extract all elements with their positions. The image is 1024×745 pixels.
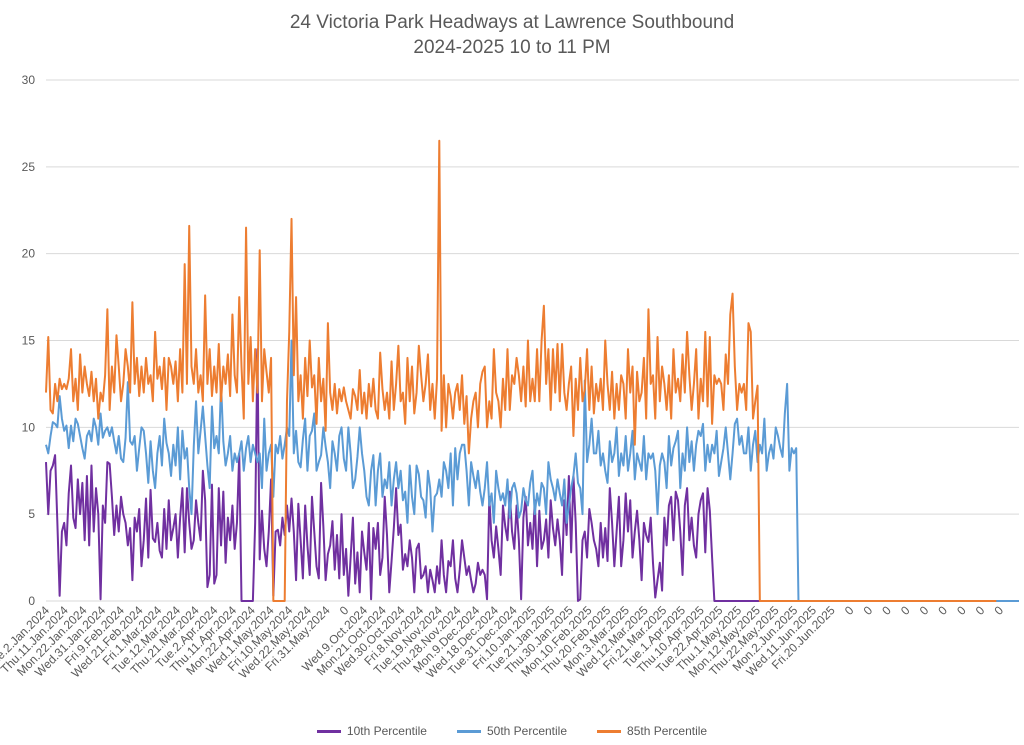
chart-title: 24 Victoria Park Headways at Lawrence So…	[289, 12, 735, 33]
legend-label: 10th Percentile	[346, 724, 427, 738]
x-tick-label: 0	[898, 603, 913, 618]
y-tick-label: 15	[22, 334, 36, 348]
chart-legend: 10th Percentile 50th Percentile 85th Perce…	[0, 724, 1024, 738]
y-tick-label: 10	[22, 420, 36, 434]
x-tick-label: 0	[973, 603, 988, 618]
x-tick-label: 0	[935, 603, 950, 618]
legend-swatch	[316, 729, 341, 733]
y-tick-label: 25	[22, 160, 36, 174]
x-tick-label: 0	[861, 603, 876, 618]
x-tick-label: 0	[879, 603, 894, 618]
y-tick-label: 5	[28, 507, 35, 521]
x-tick-label: 0	[842, 603, 857, 618]
legend-item: 50th Percentile	[456, 724, 568, 738]
chart-subtitle: 2024-2025 10 to 11 PM	[413, 37, 611, 58]
legend-label: 85th Percentile	[627, 724, 708, 738]
x-tick-label: 0	[991, 603, 1006, 618]
series-line-2	[45, 139, 997, 602]
legend-swatch	[456, 729, 481, 733]
x-tick-label: 0	[917, 603, 932, 618]
y-tick-label: 20	[22, 247, 36, 261]
y-tick-label: 30	[22, 73, 36, 87]
y-tick-label: 0	[28, 594, 35, 608]
legend-item: 85th Percentile	[597, 724, 707, 738]
legend-label: 50th Percentile	[486, 724, 568, 738]
x-tick-label: 0	[954, 603, 969, 618]
legend-item: 10th Percentile	[316, 724, 427, 738]
legend-swatch	[597, 729, 622, 733]
